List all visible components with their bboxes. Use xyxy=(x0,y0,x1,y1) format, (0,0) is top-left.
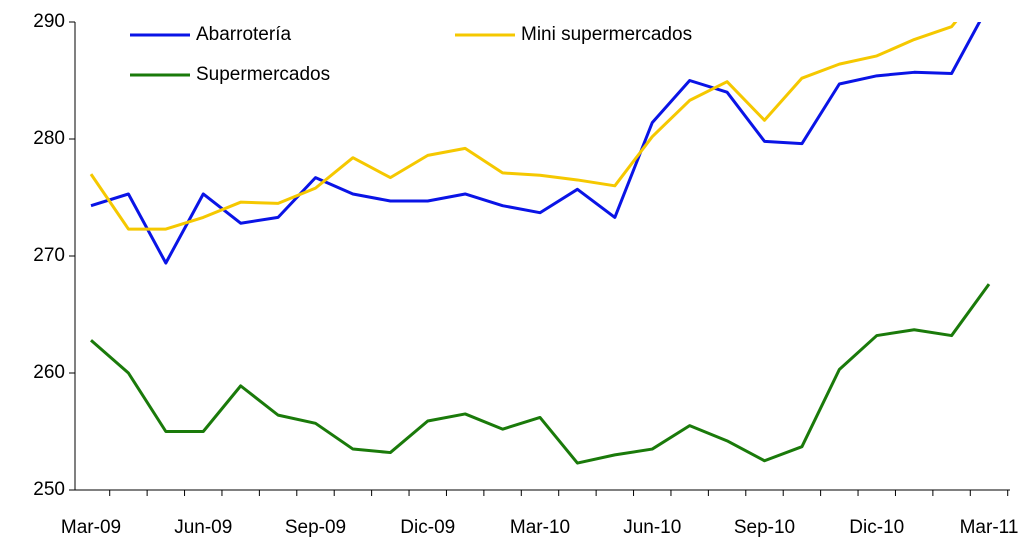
x-tick-label: Sep-10 xyxy=(734,517,795,538)
x-tick-label: Dic-10 xyxy=(849,517,904,538)
plot-area xyxy=(89,22,991,465)
x-tick-label: Mar-10 xyxy=(510,517,570,538)
series-line xyxy=(90,283,991,465)
y-tick-label: 280 xyxy=(33,128,65,149)
x-tick-label: Mar-11 xyxy=(960,517,1019,538)
legend-label: Supermercados xyxy=(196,64,330,85)
y-tick-label: 250 xyxy=(33,479,65,500)
x-tick-label: Mar-09 xyxy=(61,517,121,538)
x-tick-label: Sep-09 xyxy=(285,517,346,538)
legend-label: Abarrotería xyxy=(196,24,291,45)
legend-label: Mini supermercados xyxy=(521,24,692,45)
y-tick-label: 290 xyxy=(33,11,65,32)
y-tick-label: 260 xyxy=(33,362,65,383)
x-tick-label: Dic-09 xyxy=(400,517,455,538)
y-tick-label: 270 xyxy=(33,245,65,266)
x-tick-label: Jun-10 xyxy=(623,517,681,538)
series-line xyxy=(89,22,958,231)
series-line xyxy=(90,22,982,265)
x-tick-label: Jun-09 xyxy=(174,517,232,538)
